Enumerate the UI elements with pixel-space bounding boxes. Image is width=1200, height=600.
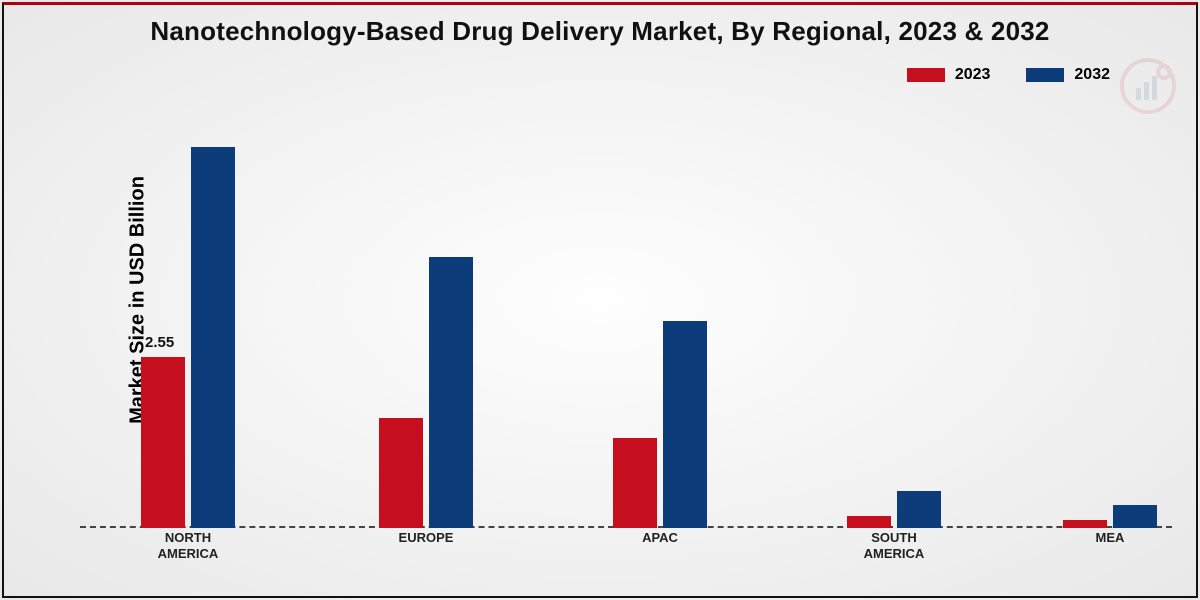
- legend-swatch-2032: [1026, 68, 1064, 82]
- bar: [429, 257, 473, 528]
- watermark-logo: [1120, 58, 1176, 114]
- bar: [141, 357, 185, 528]
- x-tick-label: EUROPE: [366, 530, 486, 546]
- bar: [663, 321, 707, 528]
- bar: [897, 491, 941, 528]
- legend-swatch-2023: [907, 68, 945, 82]
- legend-label-2023: 2023: [955, 66, 991, 84]
- x-axis: NORTHAMERICA EUROPE APAC SOUTHAMERICA MEA: [80, 530, 1172, 570]
- bar: [1063, 520, 1107, 528]
- x-tick-label: APAC: [600, 530, 720, 546]
- bar-group: [613, 321, 707, 528]
- bar: [379, 418, 423, 528]
- bar-group: [1063, 505, 1157, 528]
- chart-title: Nanotechnology-Based Drug Delivery Marke…: [0, 16, 1200, 47]
- x-tick-label: MEA: [1050, 530, 1170, 546]
- bar: [1113, 505, 1157, 528]
- legend: 2023 2032: [907, 66, 1110, 84]
- bar: [191, 147, 235, 528]
- legend-item-2023: 2023: [907, 66, 991, 84]
- bar-value-label: 2.55: [145, 334, 174, 351]
- x-tick-label: SOUTHAMERICA: [834, 530, 954, 561]
- bar-group: [847, 491, 941, 528]
- bar: [613, 438, 657, 528]
- legend-label-2032: 2032: [1074, 66, 1110, 84]
- bar: [847, 516, 891, 528]
- x-tick-label: NORTHAMERICA: [128, 530, 248, 561]
- plot-area: 2.55: [80, 120, 1172, 528]
- legend-item-2032: 2032: [1026, 66, 1110, 84]
- bar-group: [379, 257, 473, 528]
